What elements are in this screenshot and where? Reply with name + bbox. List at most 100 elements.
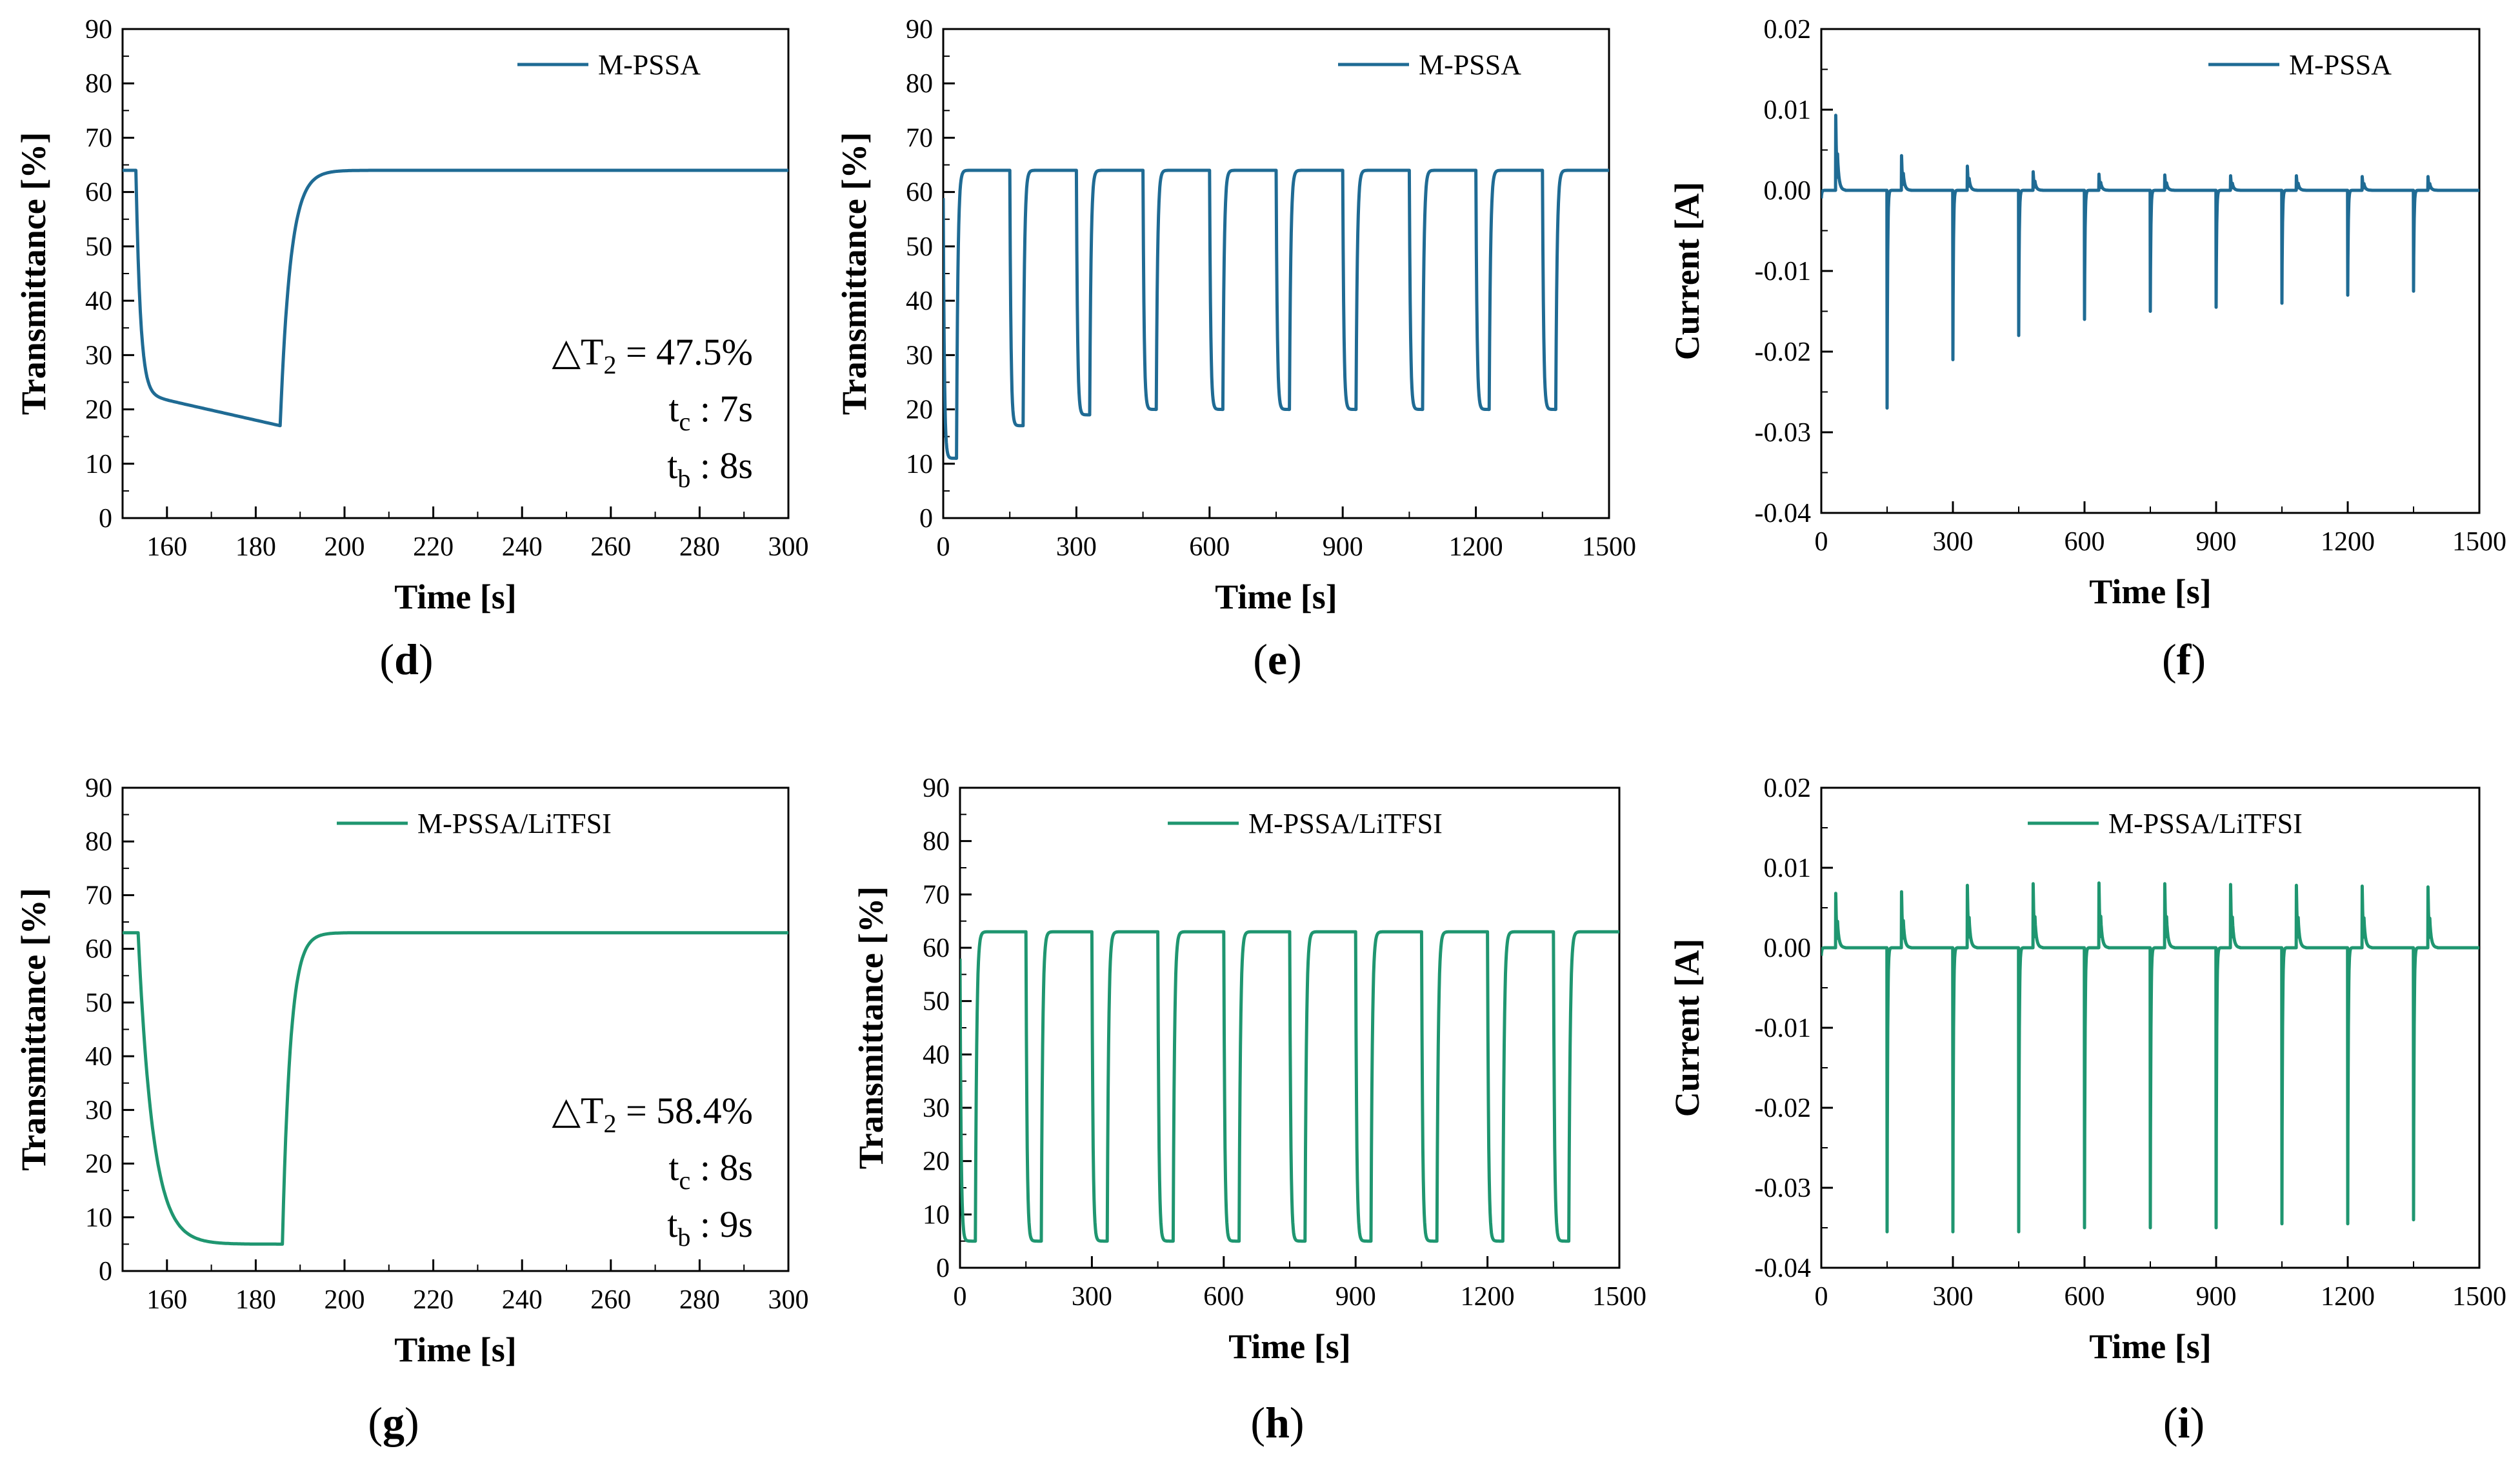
x-tick-label: 300 [768, 1285, 809, 1315]
panel-label: (d) [379, 635, 433, 684]
coloring-time-annotation: tc : 7s [668, 388, 753, 436]
y-tick-label: 0 [936, 1254, 950, 1283]
panel-label: (g) [368, 1398, 419, 1447]
panel-f: 0 300 600 900 1200 1500 -0.04 -0.03 -0.02 -0.01 0.… [1668, 15, 2506, 684]
x-tick-label: 1200 [2321, 527, 2375, 557]
panel-h: 0 300 600 900 1200 1500 0 10 20 30 40 50 60 70 80 90 Tim… [852, 774, 1646, 1447]
legend-label: M-PSSA [1419, 49, 1521, 81]
x-axis-label: Time [s] [394, 577, 516, 616]
y-tick-label: 50 [906, 232, 933, 262]
y-tick-label: 0.01 [1764, 854, 1812, 883]
y-axis-label: Current [A] [1668, 182, 1706, 360]
y-tick-label: 60 [85, 935, 112, 965]
y-tick-label: 30 [906, 341, 933, 370]
y-tick-label: 0.00 [1764, 176, 1812, 206]
x-tick-label: 900 [2196, 1282, 2237, 1312]
x-tick-label: 240 [502, 532, 543, 562]
x-tick-label: 600 [1203, 1282, 1244, 1312]
x-axis-label: Time [s] [394, 1330, 516, 1369]
y-tick-label: 0.01 [1764, 95, 1812, 125]
series-line [943, 168, 1609, 460]
legend-label: M-PSSA [598, 49, 701, 81]
y-tick-label: 70 [85, 123, 112, 153]
x-tick-label: 220 [413, 1285, 454, 1315]
y-tick-label: 90 [923, 774, 950, 803]
x-tick-label: 260 [590, 532, 631, 562]
delta-t-annotation: △T2 = 47.5% [552, 331, 753, 379]
panel-e: 0 300 600 900 1200 1500 0 10 20 30 40 50 60 70 80 90 Tim… [835, 15, 1636, 684]
x-tick-label: 900 [1335, 1282, 1376, 1312]
y-tick-label: 90 [906, 15, 933, 45]
x-tick-label: 0 [954, 1282, 967, 1312]
x-tick-label: 300 [1056, 532, 1097, 562]
y-tick-label: 80 [906, 69, 933, 99]
x-tick-label: 260 [590, 1285, 631, 1315]
y-tick-label: -0.02 [1755, 1094, 1812, 1123]
panel-label: (i) [2163, 1398, 2205, 1447]
legend-label: M-PSSA/LiTFSI [1248, 808, 1443, 839]
y-tick-label: -0.02 [1755, 337, 1812, 367]
y-axis-label: Transmittance [%] [14, 132, 53, 415]
x-tick-label: 1500 [1582, 532, 1636, 562]
series-line [123, 931, 788, 1246]
x-tick-label: 0 [937, 532, 950, 562]
x-tick-label: 240 [502, 1285, 543, 1315]
x-axis-label: Time [s] [2089, 572, 2211, 611]
y-tick-label: 0 [99, 1257, 112, 1286]
legend-label: M-PSSA [2289, 49, 2392, 81]
x-tick-label: 280 [679, 532, 720, 562]
series-line [960, 930, 1619, 1243]
y-tick-label: 60 [906, 178, 933, 208]
panel-label: (f) [2162, 635, 2206, 684]
y-tick-label: 60 [85, 178, 112, 208]
x-tick-label: 900 [1323, 532, 1363, 562]
y-tick-label: 0.02 [1764, 774, 1812, 803]
y-tick-label: -0.01 [1755, 257, 1812, 286]
y-axis-label: Transmittance [%] [835, 132, 874, 415]
series-line [1821, 881, 2479, 1234]
y-axis-label: Transmittance [%] [14, 888, 53, 1170]
y-tick-label: -0.03 [1755, 1174, 1812, 1203]
panel-label: (h) [1250, 1398, 1304, 1447]
plot-frame [121, 786, 790, 1272]
y-tick-label: 40 [85, 286, 112, 316]
x-tick-label: 300 [1072, 1282, 1112, 1312]
x-axis-label: Time [s] [2089, 1327, 2211, 1366]
x-axis-label: Time [s] [1228, 1327, 1350, 1366]
y-axis-label: Current [A] [1668, 939, 1706, 1117]
series-line [1821, 114, 2479, 410]
x-tick-label: 1500 [2452, 1282, 2506, 1312]
legend-label: M-PSSA/LiTFSI [417, 808, 612, 839]
x-tick-label: 300 [1933, 527, 1974, 557]
x-tick-label: 180 [235, 1285, 276, 1315]
x-axis-label: Time [s] [1215, 577, 1337, 616]
x-tick-label: 1200 [1461, 1282, 1515, 1312]
x-tick-label: 300 [768, 532, 809, 562]
legend-label: M-PSSA/LiTFSI [2108, 808, 2303, 839]
y-tick-label: 70 [85, 881, 112, 910]
x-tick-label: 160 [146, 532, 187, 562]
y-tick-label: 20 [923, 1147, 950, 1177]
y-tick-label: 40 [85, 1042, 112, 1072]
x-tick-label: 180 [235, 532, 276, 562]
y-tick-label: 30 [85, 341, 112, 370]
panel-d: 160 180 200 220 240 260 280 300 0 10 20 30 40 50 60 70 8… [14, 15, 809, 684]
y-tick-label: -0.01 [1755, 1014, 1812, 1043]
y-tick-label: 80 [85, 69, 112, 99]
y-tick-label: 90 [85, 774, 112, 803]
x-tick-label: 900 [2196, 527, 2237, 557]
y-tick-label: 60 [923, 934, 950, 963]
y-tick-label: 30 [923, 1094, 950, 1123]
y-tick-label: 10 [85, 450, 112, 479]
y-tick-label: 10 [85, 1203, 112, 1233]
x-tick-label: 1500 [1592, 1282, 1646, 1312]
x-tick-label: 200 [325, 1285, 365, 1315]
coloring-time-annotation: tc : 8s [668, 1146, 753, 1195]
series-line [123, 168, 788, 428]
x-tick-label: 300 [1933, 1282, 1974, 1312]
plot-frame [121, 28, 790, 519]
x-tick-label: 600 [1189, 532, 1230, 562]
y-tick-label: 50 [923, 987, 950, 1017]
x-tick-label: 200 [325, 532, 365, 562]
